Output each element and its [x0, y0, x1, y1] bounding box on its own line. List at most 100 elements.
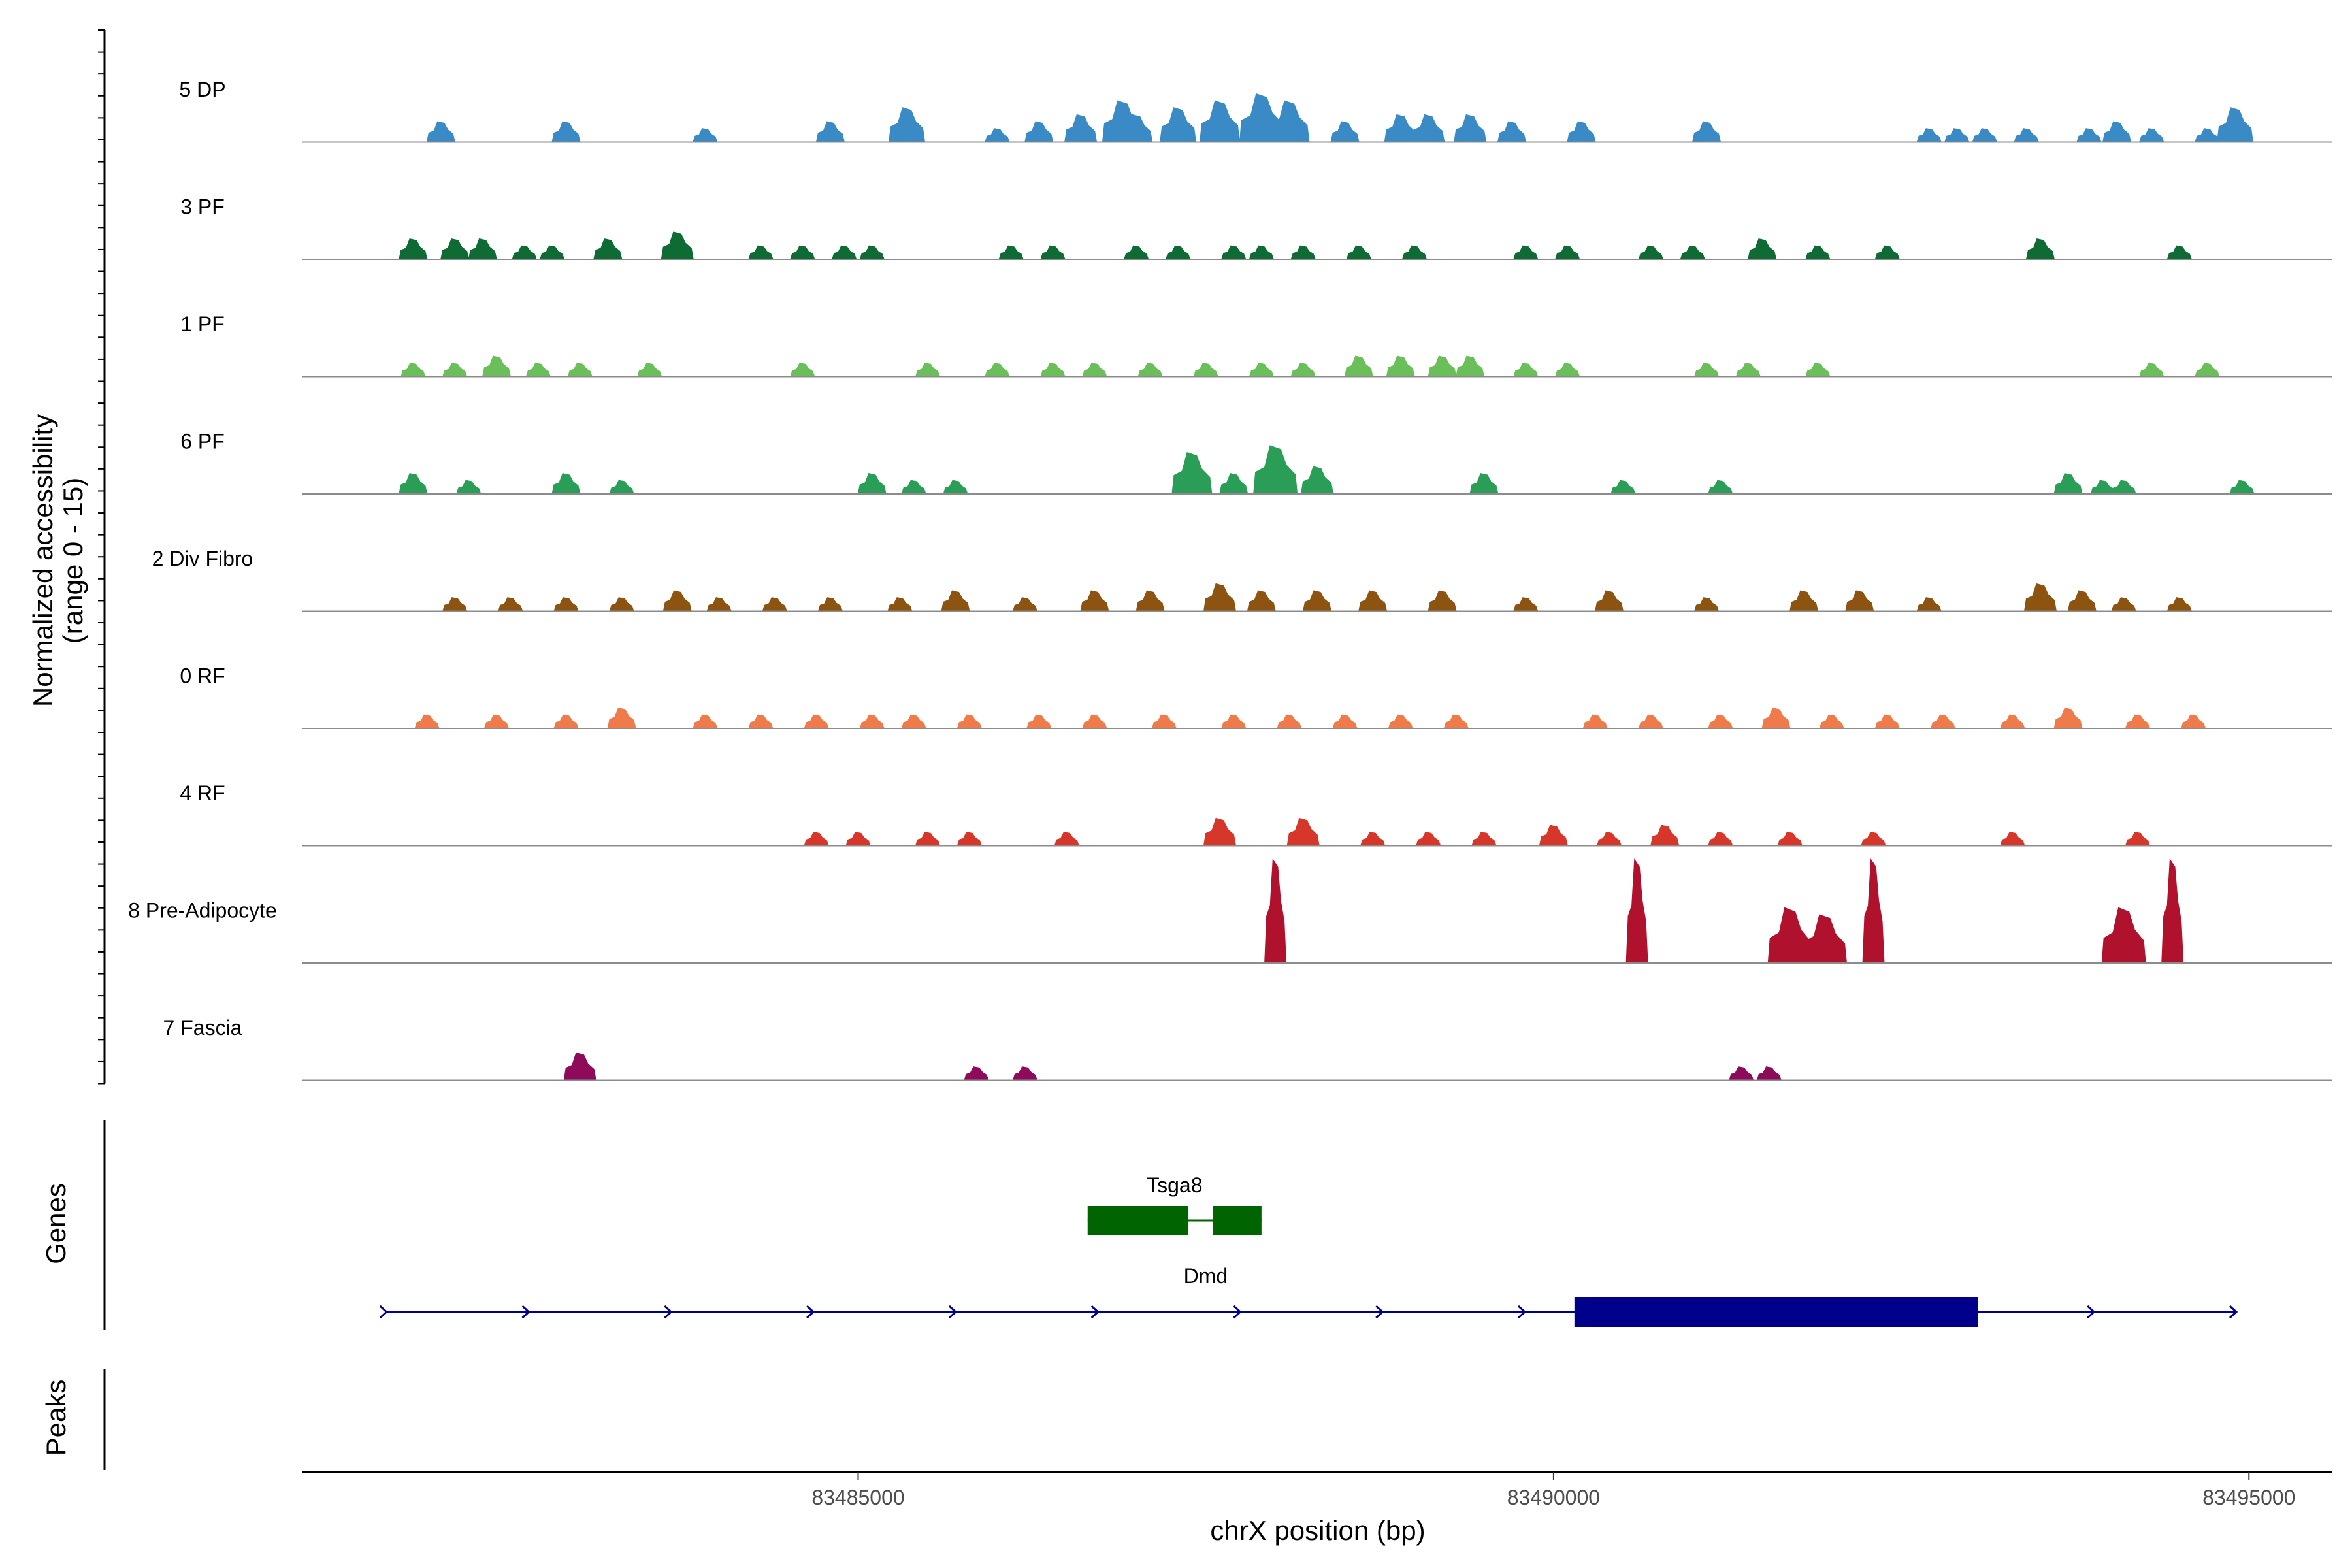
- peak-mark: [400, 363, 426, 377]
- peak-mark: [2053, 473, 2083, 494]
- peak-mark: [889, 107, 926, 142]
- x-tick-label: 83495000: [2202, 1486, 2295, 1509]
- peak-mark: [1290, 363, 1316, 377]
- peak-mark: [1024, 121, 1054, 142]
- gene-tsga8: Tsga8: [1087, 1173, 1262, 1235]
- strand-arrow: [379, 1305, 388, 1319]
- peak-mark: [1555, 363, 1580, 377]
- strand-arrow: [1375, 1305, 1384, 1319]
- peak-mark: [832, 245, 857, 259]
- peak-mark: [941, 590, 970, 612]
- coverage-tracks: 5 DP 3 PF 1 PF 6 PF 2 Div Fibro 0 RF 4 RF 8 Pre…: [128, 78, 2332, 1081]
- gene-exon: [1087, 1206, 1188, 1235]
- strand-arrow: [664, 1305, 673, 1319]
- peak-mark: [1789, 590, 1819, 612]
- peak-mark: [1040, 363, 1066, 377]
- peak-mark: [563, 1052, 596, 1081]
- peak-mark: [1249, 245, 1274, 259]
- peak-mark: [512, 245, 537, 259]
- peak-mark: [790, 363, 815, 377]
- peak-mark: [440, 238, 470, 259]
- peak-mark: [567, 363, 593, 377]
- peak-mark: [693, 714, 718, 728]
- peak-mark: [1748, 238, 1777, 259]
- peak-mark: [553, 714, 579, 728]
- peak-mark: [1247, 590, 1276, 612]
- peak-mark: [915, 832, 940, 846]
- track-1: 3 PF: [180, 195, 2332, 260]
- peak-mark: [456, 480, 482, 494]
- peak-mark: [1193, 363, 1218, 377]
- peak-mark: [609, 597, 634, 612]
- peak-mark: [498, 597, 523, 612]
- peak-mark: [1692, 121, 1722, 142]
- peak-mark: [1124, 245, 1149, 259]
- peak-mark: [1862, 858, 1885, 963]
- peak-mark: [1286, 817, 1320, 846]
- peak-mark: [1845, 590, 1874, 612]
- peak-mark: [540, 245, 565, 259]
- track-7: 8 Pre-Adipocyte: [128, 858, 2332, 964]
- peak-mark: [399, 238, 428, 259]
- strand-arrow: [2229, 1305, 2238, 1319]
- peak-mark: [1456, 355, 1485, 377]
- peak-mark: [1358, 590, 1388, 612]
- peak-mark: [1012, 1066, 1037, 1081]
- peak-mark: [1972, 128, 1997, 142]
- peak-mark: [985, 363, 1010, 377]
- peak-mark: [1819, 714, 1844, 728]
- peak-mark: [1708, 480, 1733, 494]
- peak-mark: [1082, 714, 1107, 728]
- peak-mark: [1625, 858, 1648, 963]
- peak-mark: [943, 480, 968, 494]
- peak-mark: [1388, 714, 1413, 728]
- peak-mark: [790, 245, 815, 259]
- peak-mark: [1650, 825, 1680, 846]
- peak-mark: [1874, 714, 1900, 728]
- peak-mark: [1597, 832, 1622, 846]
- peak-mark: [1277, 714, 1302, 728]
- peak-mark: [1330, 121, 1360, 142]
- peak-mark: [661, 231, 694, 259]
- peak-mark: [859, 245, 885, 259]
- peak-mark: [748, 714, 774, 728]
- strand-arrow: [948, 1305, 958, 1319]
- peak-mark: [1539, 825, 1568, 846]
- peak-mark: [1402, 245, 1428, 259]
- peak-mark: [2125, 714, 2150, 728]
- peak-mark: [1249, 363, 1274, 377]
- peak-mark: [609, 480, 634, 494]
- strand-arrow: [1518, 1305, 1527, 1319]
- track-5: 0 RF: [180, 664, 2332, 729]
- peak-mark: [1428, 355, 1457, 377]
- peak-mark: [2111, 597, 2136, 612]
- peak-mark: [1151, 714, 1177, 728]
- peak-mark: [887, 597, 913, 612]
- peak-mark: [1064, 114, 1098, 142]
- peak-mark: [1874, 245, 1900, 259]
- peak-mark: [1264, 858, 1287, 963]
- peak-mark: [2195, 363, 2220, 377]
- peak-mark: [1360, 832, 1386, 846]
- peak-mark: [2111, 480, 2136, 494]
- peak-mark: [1386, 355, 1415, 377]
- y-axis-range-label: (range 0 - 15): [57, 478, 88, 644]
- peak-mark: [1497, 121, 1527, 142]
- peak-mark: [1253, 445, 1298, 494]
- peak-mark: [2229, 480, 2255, 494]
- peak-mark: [2101, 907, 2146, 963]
- peak-mark: [1638, 714, 1663, 728]
- peak-mark: [1303, 590, 1331, 612]
- peak-mark: [1012, 597, 1037, 612]
- peak-mark: [2025, 238, 2055, 259]
- track-label: 2 Div Fibro: [152, 547, 253, 570]
- peak-mark: [1694, 363, 1720, 377]
- peak-mark: [693, 128, 718, 142]
- peak-mark: [2166, 597, 2192, 612]
- peak-mark: [2181, 714, 2206, 728]
- track-label: 1 PF: [180, 312, 225, 336]
- peak-mark: [2139, 363, 2164, 377]
- peak-mark: [1610, 480, 1636, 494]
- peak-mark: [1080, 590, 1109, 612]
- peak-mark: [442, 363, 468, 377]
